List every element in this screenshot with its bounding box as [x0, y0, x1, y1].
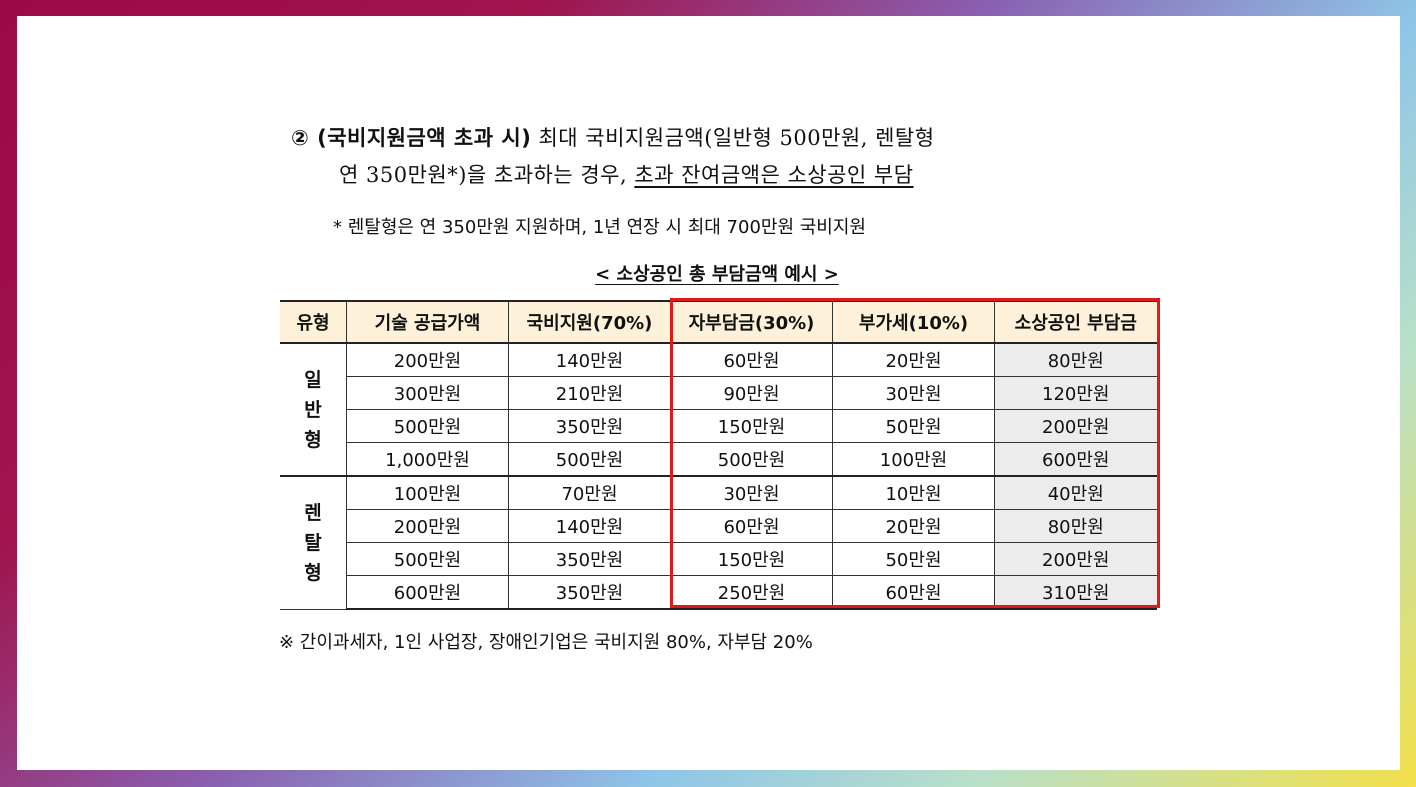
table-row: 렌 탈 형 100만원 70만원 30만원 10만원 40만원 [280, 475, 1157, 610]
total-burden-cell: 80만원 [994, 509, 1157, 543]
paragraph-line2-start: 연 350만원*)을 초과하는 경우, [339, 163, 635, 187]
table-cell: 60만원 [670, 509, 833, 543]
table-cell: 10만원 [832, 475, 995, 510]
paragraph-line-2: 연 350만원*)을 초과하는 경우, 초과 잔여금액은 소상공인 부담 [291, 157, 1171, 194]
total-burden-cell: 80만원 [994, 342, 1157, 377]
burden-table: 유형 기술 공급가액 국비지원(70%) 자부담금(30%) 부가세(10%) … [280, 300, 1157, 610]
table-cell: 350만원 [508, 409, 671, 443]
table-cell: 1,000만원 [346, 442, 509, 477]
table-cell: 150만원 [670, 409, 833, 443]
table-cell: 500만원 [346, 542, 509, 576]
table-cell: 200만원 [346, 509, 509, 543]
header-national-support: 국비지원(70%) [508, 300, 671, 344]
table-cell: 350만원 [508, 575, 671, 610]
total-burden-cell: 200만원 [994, 542, 1157, 576]
table-caption: < 소상공인 총 부담금액 예시 > [595, 264, 839, 285]
table-cell: 90만원 [670, 376, 833, 410]
table-cell: 30만원 [832, 376, 995, 410]
table-row: 300만원 210만원 90만원 30만원 120만원 [280, 376, 1157, 410]
table-cell: 600만원 [346, 575, 509, 610]
table-cell: 100만원 [346, 475, 509, 510]
table-cell: 250만원 [670, 575, 833, 610]
table-header-row: 유형 기술 공급가액 국비지원(70%) 자부담금(30%) 부가세(10%) … [280, 300, 1157, 344]
table-row: 일 반 형 200만원 140만원 60만원 20만원 80만원 [280, 342, 1157, 477]
total-burden-cell: 200만원 [994, 409, 1157, 443]
paragraph-lead: ② (국비지원금액 초과 시) [291, 126, 532, 150]
header-total-burden: 소상공인 부담금 [994, 300, 1157, 344]
table-cell: 350만원 [508, 542, 671, 576]
table-cell: 300만원 [346, 376, 509, 410]
paragraph-line-1: ② (국비지원금액 초과 시) 최대 국비지원금액(일반형 500만원, 렌탈형 [291, 120, 1171, 157]
table-cell: 200만원 [346, 342, 509, 377]
header-supply-price: 기술 공급가액 [346, 300, 509, 344]
header-vat: 부가세(10%) [832, 300, 995, 344]
header-self-pay: 자부담금(30%) [670, 300, 833, 344]
paragraph-underlined-text: 초과 잔여금액은 소상공인 부담 [634, 163, 914, 187]
table-cell: 140만원 [508, 342, 671, 377]
paragraph-line1-rest: 최대 국비지원금액(일반형 500만원, 렌탈형 [531, 126, 935, 150]
highlight-box [670, 298, 1160, 608]
table-row: 600만원 350만원 250만원 60만원 310만원 [280, 575, 1157, 610]
table-row: 500만원 350만원 150만원 50만원 200만원 [280, 409, 1157, 443]
table-cell: 210만원 [508, 376, 671, 410]
type-cell: 일 반 형 [280, 342, 347, 477]
table-row: 500만원 350만원 150만원 50만원 200만원 [280, 542, 1157, 576]
table-cell: 60만원 [670, 342, 833, 377]
table-row: 1,000만원 500만원 500만원 100만원 600만원 [280, 442, 1157, 477]
table-cell: 500만원 [508, 442, 671, 477]
main-paragraph: ② (국비지원금액 초과 시) 최대 국비지원금액(일반형 500만원, 렌탈형… [291, 120, 1171, 194]
footnote: ※ 간이과세자, 1인 사업장, 장애인기업은 국비지원 80%, 자부담 20… [279, 632, 813, 653]
table-cell: 70만원 [508, 475, 671, 510]
table-row: 200만원 140만원 60만원 20만원 80만원 [280, 509, 1157, 543]
table-cell: 50만원 [832, 542, 995, 576]
total-burden-cell: 120만원 [994, 376, 1157, 410]
table-cell: 500만원 [346, 409, 509, 443]
type-cell: 렌 탈 형 [280, 475, 347, 610]
table-cell: 140만원 [508, 509, 671, 543]
header-type: 유형 [280, 300, 347, 344]
total-burden-cell: 310만원 [994, 575, 1157, 610]
table-cell: 150만원 [670, 542, 833, 576]
rental-note: * 렌탈형은 연 350만원 지원하며, 1년 연장 시 최대 700만원 국비… [333, 217, 866, 238]
table-cell: 100만원 [832, 442, 995, 477]
table-cell: 60만원 [832, 575, 995, 610]
total-burden-cell: 40만원 [994, 475, 1157, 510]
table-cell: 20만원 [832, 509, 995, 543]
table-body: 일 반 형 200만원 140만원 60만원 20만원 80만원 300만원 210만원 90만… [280, 342, 1157, 610]
